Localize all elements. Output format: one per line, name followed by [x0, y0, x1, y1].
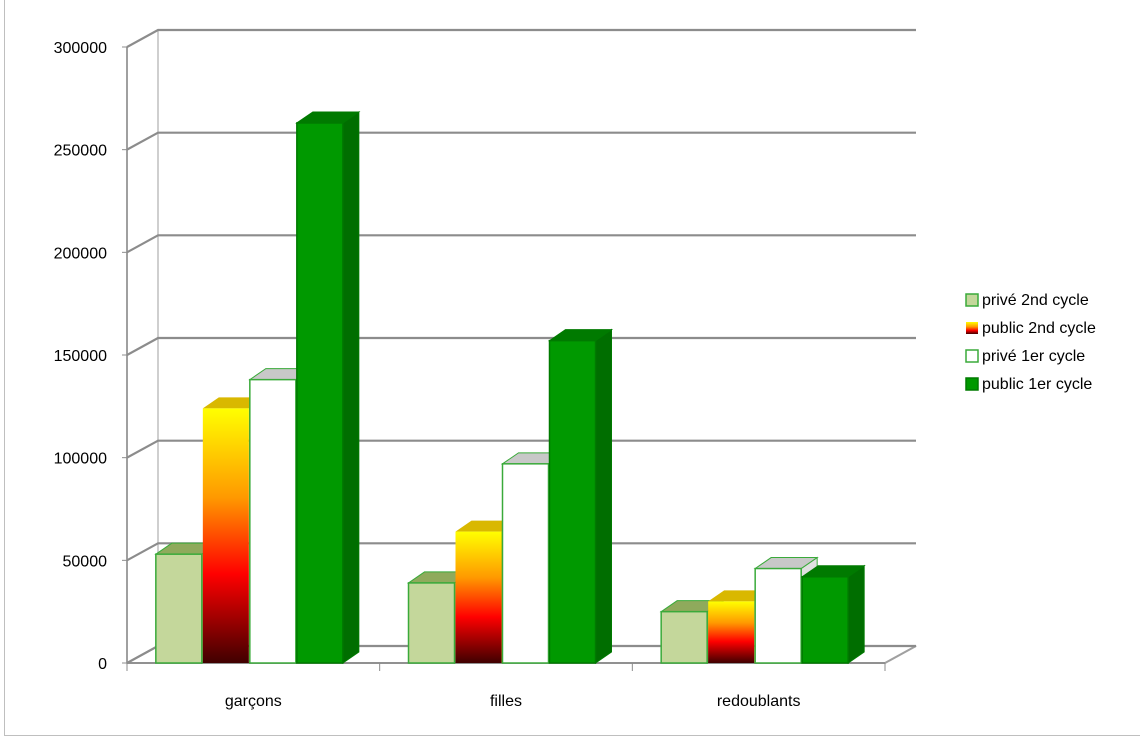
- x-category-label: redoublants: [717, 693, 801, 710]
- x-axis-categories: garçons filles redoublants: [225, 693, 801, 710]
- chart-frame: [4, 0, 1140, 736]
- bar: [800, 564, 866, 664]
- y-tick-label: 150000: [54, 348, 107, 365]
- x-category-label: filles: [490, 693, 522, 710]
- bar: [547, 328, 614, 664]
- y-tick-label: 100000: [54, 451, 107, 468]
- bar-front: [249, 378, 297, 664]
- bar-front: [407, 582, 456, 664]
- bar-front: [754, 567, 802, 664]
- legend-swatch: [965, 377, 979, 391]
- bar-front: [801, 576, 849, 664]
- legend: privé 2nd cycle public 2nd cycle privé 1er…: [965, 292, 1096, 393]
- bar-side: [595, 328, 612, 664]
- gridline: [126, 234, 916, 254]
- legend-entry: privé 2nd cycle: [965, 292, 1089, 309]
- y-tick-label: 200000: [54, 245, 107, 262]
- bar-front: [708, 601, 755, 663]
- gridline: [126, 131, 916, 151]
- legend-entry: privé 1er cycle: [965, 348, 1085, 365]
- bar-side: [342, 111, 360, 664]
- x-category-label: garçons: [225, 693, 282, 710]
- legend-label: public 1er cycle: [982, 376, 1092, 393]
- y-tick-label: 250000: [54, 143, 107, 160]
- legend-swatch: [965, 293, 979, 307]
- bar-front: [501, 463, 550, 664]
- legend-label: privé 2nd cycle: [982, 292, 1089, 309]
- bar: [295, 111, 361, 664]
- legend-entry: public 1er cycle: [965, 376, 1092, 393]
- gridline: [126, 439, 916, 459]
- legend-swatch: [966, 322, 978, 334]
- bars: [154, 111, 866, 664]
- bar-front: [548, 339, 597, 664]
- gridline: [126, 336, 916, 356]
- gridline: [126, 28, 916, 48]
- y-tick-label: 50000: [63, 553, 108, 570]
- legend-label: public 2nd cycle: [982, 320, 1096, 337]
- bar-front: [660, 610, 708, 664]
- legend-swatch: [965, 349, 979, 363]
- y-tick-label: 300000: [54, 40, 107, 57]
- bar-front: [155, 553, 203, 664]
- bar-side: [847, 564, 865, 664]
- y-tick-label: 0: [98, 656, 107, 673]
- bar-front: [455, 531, 502, 663]
- y-axis-ticks: 0 50000 100000 150000 200000 250000 300000: [54, 40, 127, 673]
- legend-entry: public 2nd cycle: [966, 320, 1096, 337]
- bar-front: [296, 122, 344, 664]
- legend-label: privé 1er cycle: [982, 348, 1085, 365]
- bar-front: [202, 408, 249, 663]
- gridline: [126, 542, 916, 562]
